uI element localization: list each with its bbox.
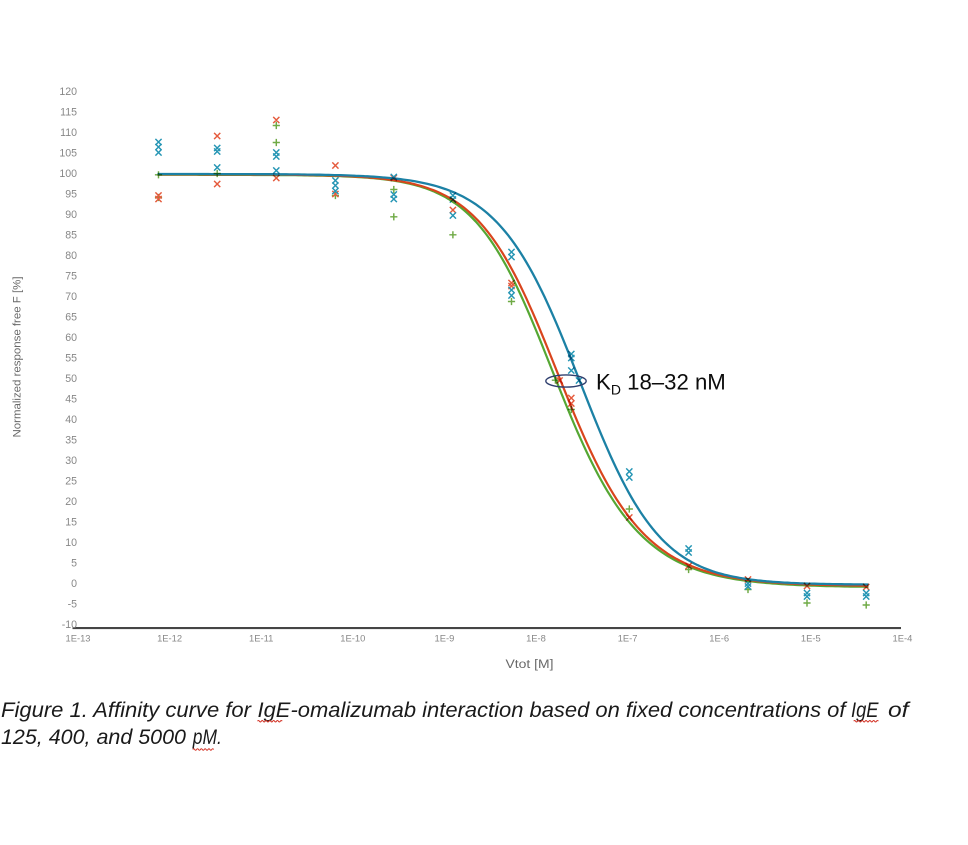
svg-text:-5: -5 bbox=[68, 598, 78, 610]
svg-text:10: 10 bbox=[65, 537, 77, 549]
svg-text:1E-6: 1E-6 bbox=[709, 633, 729, 644]
svg-text:Vtot [M]: Vtot [M] bbox=[506, 657, 554, 671]
svg-text:Normalized response free F [%]: Normalized response free F [%] bbox=[12, 277, 24, 438]
svg-text:70: 70 bbox=[65, 291, 77, 303]
svg-text:100: 100 bbox=[59, 168, 77, 180]
svg-text:55: 55 bbox=[65, 353, 77, 365]
svg-text:110: 110 bbox=[60, 127, 77, 139]
svg-text:1E-9: 1E-9 bbox=[434, 633, 454, 644]
svg-text:115: 115 bbox=[60, 107, 77, 119]
svg-text:90: 90 bbox=[65, 209, 77, 221]
svg-text:1E-5: 1E-5 bbox=[801, 633, 821, 644]
svg-text:0: 0 bbox=[71, 578, 77, 590]
svg-text:1E-11: 1E-11 bbox=[249, 633, 273, 644]
svg-text:1E-10: 1E-10 bbox=[340, 633, 365, 644]
svg-text:50: 50 bbox=[65, 373, 77, 385]
svg-text:1E-13: 1E-13 bbox=[65, 633, 90, 644]
svg-text:35: 35 bbox=[65, 434, 77, 446]
svg-text:60: 60 bbox=[65, 332, 77, 344]
svg-text:1E-7: 1E-7 bbox=[618, 633, 638, 644]
svg-text:45: 45 bbox=[65, 393, 77, 405]
svg-text:5: 5 bbox=[71, 557, 77, 569]
svg-text:20: 20 bbox=[65, 496, 77, 508]
svg-text:120: 120 bbox=[59, 86, 77, 98]
svg-text:105: 105 bbox=[59, 148, 77, 160]
svg-text:75: 75 bbox=[65, 271, 77, 283]
svg-text:25: 25 bbox=[65, 475, 77, 487]
svg-text:65: 65 bbox=[65, 312, 77, 324]
svg-text:40: 40 bbox=[65, 414, 77, 426]
svg-text:1E-4: 1E-4 bbox=[892, 633, 912, 644]
svg-text:85: 85 bbox=[65, 230, 77, 242]
svg-text:1E-8: 1E-8 bbox=[526, 633, 546, 644]
svg-text:15: 15 bbox=[65, 516, 77, 528]
svg-text:-10: -10 bbox=[62, 619, 77, 631]
svg-text:30: 30 bbox=[65, 455, 77, 467]
svg-text:80: 80 bbox=[65, 250, 77, 262]
svg-text:95: 95 bbox=[65, 189, 77, 201]
svg-text:1E-12: 1E-12 bbox=[157, 633, 182, 644]
